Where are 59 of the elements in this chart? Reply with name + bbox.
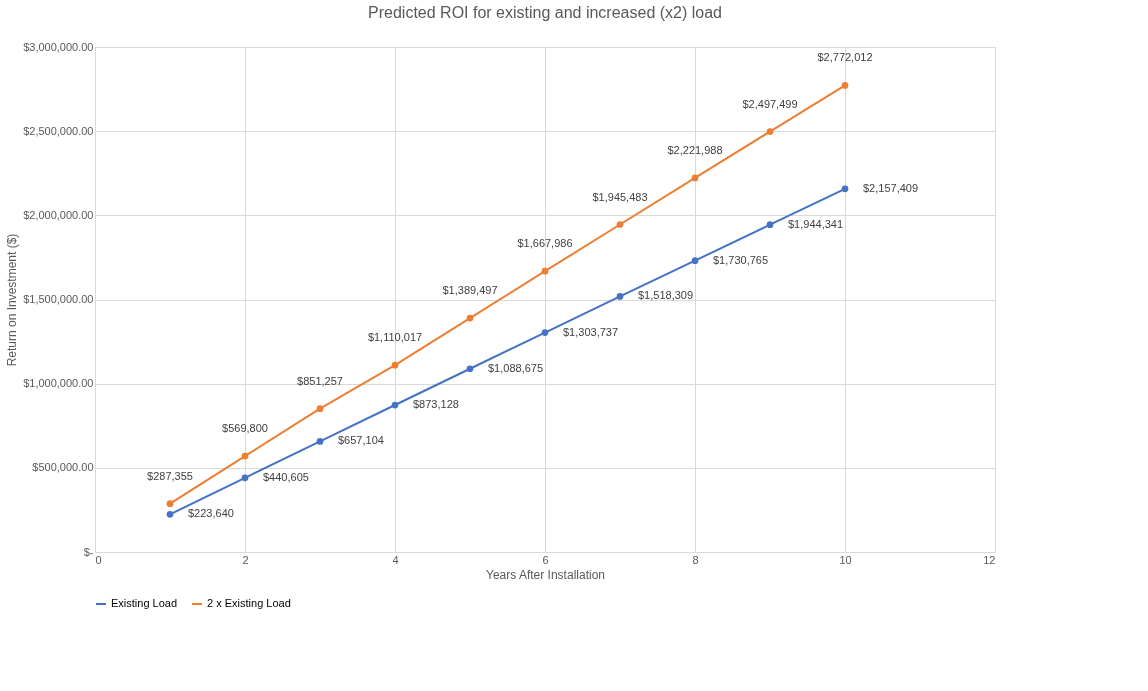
- x-tick-label: 6: [542, 553, 549, 566]
- point: [466, 314, 474, 322]
- y-tick-label: $3,000,000.00: [23, 40, 94, 53]
- point: [316, 405, 324, 413]
- data-label: $2,157,409: [863, 181, 919, 194]
- legend-label: 2 x Existing Load: [207, 597, 291, 609]
- data-label: $440,605: [263, 470, 309, 483]
- data-label: $2,221,988: [667, 143, 723, 156]
- data-label: $569,800: [222, 422, 268, 435]
- data-label: $1,730,765: [713, 253, 769, 266]
- y-tick-label: $500,000.00: [32, 461, 94, 474]
- y-tick-label: $1,500,000.00: [23, 293, 94, 305]
- point: [466, 365, 474, 373]
- data-label: $2,772,012: [817, 51, 873, 64]
- y-tick-label: $-: [83, 545, 94, 558]
- y-tick-label: $2,500,000.00: [23, 124, 94, 137]
- data-label: $1,667,986: [517, 237, 573, 250]
- data-label: $1,945,483: [592, 190, 648, 203]
- point: [391, 361, 399, 369]
- data-label: $1,088,675: [488, 361, 544, 374]
- point: [241, 452, 249, 460]
- data-label: $1,389,497: [442, 284, 498, 297]
- data-label: $287,355: [147, 469, 193, 482]
- point: [166, 511, 174, 518]
- data-label: $2,497,499: [742, 97, 798, 110]
- legend-label: Existing Load: [111, 597, 178, 609]
- point: [616, 221, 624, 228]
- point: [841, 185, 849, 193]
- x-axis-title: Years After Installation: [486, 567, 605, 582]
- point: [241, 474, 249, 482]
- chart-title: Predicted ROI for existing and increased (x2) load: [368, 4, 722, 21]
- x-tick-label: 12: [983, 553, 996, 566]
- point: [766, 221, 774, 229]
- x-tick-label: 10: [839, 553, 852, 566]
- x-tick-label: 0: [95, 553, 102, 566]
- point: [316, 438, 324, 445]
- point: [766, 128, 774, 135]
- point: [391, 401, 399, 409]
- data-label: $657,104: [338, 434, 384, 447]
- data-label: $1,110,017: [367, 331, 423, 344]
- point: [166, 500, 174, 507]
- point: [691, 257, 699, 264]
- data-label: $851,257: [297, 374, 343, 387]
- y-tick-label: $2,000,000.00: [23, 208, 94, 221]
- point: [691, 174, 699, 182]
- data-label: $873,128: [413, 398, 459, 411]
- data-label: $1,944,341: [788, 217, 844, 230]
- point: [841, 82, 849, 89]
- y-tick-label: $1,000,000.00: [23, 377, 94, 390]
- x-tick-label: 8: [692, 553, 699, 566]
- x-tick-label: 4: [392, 553, 399, 566]
- point: [541, 267, 549, 275]
- data-label: $1,303,737: [563, 325, 619, 338]
- data-label: $1,518,309: [638, 289, 694, 302]
- x-tick-label: 2: [242, 553, 249, 566]
- y-axis-title: Return on Investment ($): [5, 233, 20, 367]
- point: [541, 329, 549, 336]
- data-label: $223,640: [188, 507, 234, 520]
- point: [616, 293, 624, 300]
